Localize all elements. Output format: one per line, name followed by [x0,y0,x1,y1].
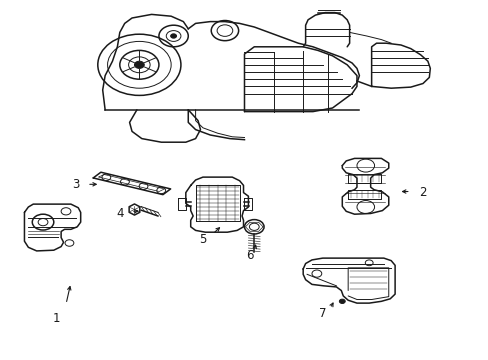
Circle shape [339,299,345,303]
Text: 1: 1 [52,312,60,325]
Circle shape [170,34,176,38]
Text: 6: 6 [245,249,253,262]
Text: 3: 3 [72,178,80,191]
Text: 2: 2 [418,186,426,199]
Text: 4: 4 [116,207,123,220]
Text: 5: 5 [199,233,206,246]
Text: 7: 7 [318,307,326,320]
Circle shape [134,61,144,68]
